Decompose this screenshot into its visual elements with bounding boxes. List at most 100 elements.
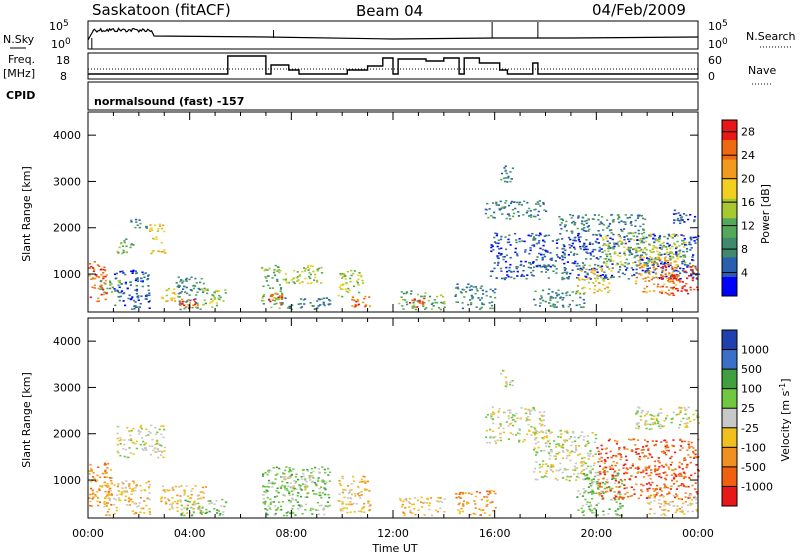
heatmap-cell (623, 228, 626, 230)
heatmap-cell (679, 445, 683, 447)
heatmap-cell (193, 500, 196, 503)
heatmap-cell (582, 266, 585, 269)
heatmap-cell (663, 487, 666, 489)
heatmap-cell (637, 448, 640, 450)
heatmap-cell (458, 493, 461, 496)
heatmap-cell (561, 218, 564, 220)
heatmap-cell (635, 243, 639, 245)
heatmap-cell (627, 246, 630, 249)
heatmap-cell (558, 451, 561, 454)
heatmap-cell (630, 267, 633, 269)
heatmap-cell (650, 257, 653, 259)
heatmap-cell (93, 284, 96, 287)
heatmap-cell (345, 290, 348, 293)
heatmap-cell (617, 492, 620, 495)
heatmap-cell (664, 265, 667, 267)
heatmap-cell (593, 267, 596, 270)
heatmap-cell (494, 296, 497, 299)
heatmap-cell (518, 439, 521, 442)
heatmap-cell (514, 420, 517, 423)
heatmap-cell (518, 201, 521, 204)
heatmap-cell (673, 235, 676, 238)
cpid-panel (87, 81, 699, 111)
heatmap-cell (676, 288, 679, 290)
heatmap-cell (141, 271, 144, 274)
heatmap-cell (654, 465, 657, 467)
heatmap-cell (542, 460, 545, 462)
heatmap-cell (470, 303, 473, 306)
heatmap-cell (538, 252, 541, 255)
heatmap-cell (492, 430, 495, 433)
heatmap-cell (555, 242, 559, 244)
heatmap-cell (605, 237, 608, 240)
heatmap-cell (680, 475, 683, 477)
heatmap-cell (545, 268, 548, 270)
heatmap-cell (615, 513, 618, 515)
heatmap-cell (673, 260, 676, 263)
heatmap-cell (660, 248, 663, 250)
heatmap-cell (675, 493, 678, 495)
heatmap-cell (661, 242, 664, 245)
heatmap-cell (145, 449, 148, 451)
heatmap-cell (582, 293, 585, 295)
heatmap-cell (329, 303, 332, 305)
heatmap-cell (91, 277, 95, 279)
heatmap-cell (308, 272, 311, 274)
heatmap-cell (693, 215, 697, 218)
heatmap-cell (287, 511, 290, 513)
heatmap-cell (327, 474, 330, 476)
heatmap-cell (636, 239, 639, 241)
heatmap-cell (524, 260, 527, 263)
heatmap-cell (296, 271, 299, 273)
heatmap-cell (574, 469, 577, 472)
heatmap-cell (538, 218, 541, 221)
heatmap-cell (116, 485, 119, 488)
heatmap-cell (107, 508, 111, 510)
heatmap-cell (110, 492, 113, 495)
heatmap-cell (310, 282, 313, 284)
heatmap-cell (647, 449, 650, 451)
heatmap-cell (264, 508, 267, 510)
heatmap-cell (528, 252, 531, 255)
heatmap-cell (601, 237, 604, 239)
heatmap-cell (550, 449, 553, 451)
velocity-ylabel: Slant Range [km] (20, 372, 33, 468)
heatmap-cell (147, 434, 150, 436)
heatmap-cell (654, 246, 657, 249)
heatmap-cell (577, 472, 580, 475)
heatmap-cell (673, 472, 676, 475)
heatmap-cell (638, 261, 641, 263)
heatmap-cell (602, 277, 605, 280)
heatmap-cell (686, 266, 689, 268)
heatmap-cell (654, 467, 657, 470)
heatmap-cell (667, 510, 670, 512)
heatmap-cell (154, 451, 157, 453)
heatmap-cell (407, 501, 411, 503)
heatmap-cell (457, 287, 460, 290)
heatmap-cell (657, 457, 660, 459)
heatmap-cell (527, 416, 530, 418)
heatmap-cell (684, 476, 687, 478)
heatmap-cell (120, 493, 123, 496)
colorbar-swatch (722, 466, 737, 487)
heatmap-cell (528, 261, 531, 264)
heatmap-cell (491, 307, 494, 310)
heatmap-cell (652, 237, 655, 240)
heatmap-cell (586, 476, 589, 479)
heatmap-cell (353, 480, 356, 482)
heatmap-cell (209, 302, 212, 304)
heatmap-cell (623, 448, 626, 450)
heatmap-cell (532, 239, 535, 241)
heatmap-cell (190, 276, 193, 279)
heatmap-cell (505, 382, 508, 384)
heatmap-cell (670, 273, 673, 276)
heatmap-cell (103, 269, 107, 272)
heatmap-cell (134, 279, 137, 282)
heatmap-cell (356, 281, 359, 284)
heatmap-cell (351, 305, 354, 307)
heatmap-cell (104, 484, 107, 487)
heatmap-cell (542, 476, 545, 478)
heatmap-cell (665, 464, 668, 466)
heatmap-cell (606, 490, 609, 493)
heatmap-cell (218, 514, 221, 516)
